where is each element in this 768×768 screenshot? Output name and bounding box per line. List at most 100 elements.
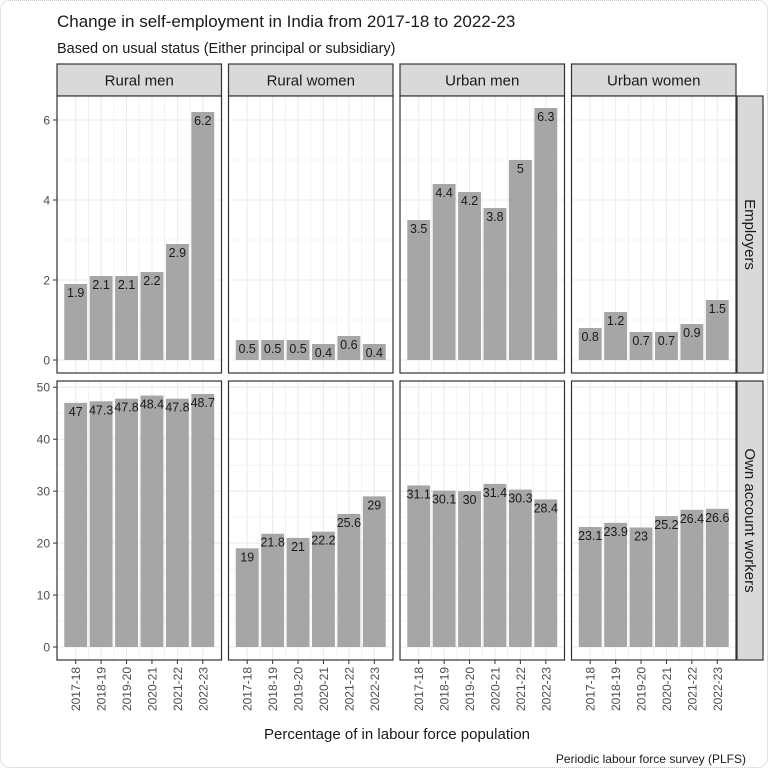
bar-value-label: 28.4 (534, 501, 558, 515)
x-tick-label: 2020-21 (317, 667, 331, 711)
chart-title: Change in self-employment in India from … (57, 12, 515, 31)
bar-value-label: 21.8 (260, 536, 284, 550)
bar (578, 526, 602, 647)
bar (261, 340, 285, 360)
bar (432, 490, 456, 647)
y-tick-label: 0 (43, 641, 50, 655)
x-tick-label: 2020-21 (488, 667, 502, 711)
x-tick-label: 2017-18 (584, 667, 598, 711)
bar (235, 340, 259, 360)
bar-value-label: 48.4 (140, 398, 164, 412)
bar-value-label: 0.9 (683, 326, 700, 340)
x-tick-label: 2018-19 (95, 667, 109, 711)
bar (407, 220, 431, 360)
bar (286, 340, 310, 360)
bar (362, 496, 386, 647)
bar-value-label: 0.4 (315, 346, 332, 360)
bar (140, 395, 164, 647)
bar (680, 324, 704, 360)
x-tick-label: 2020-21 (660, 667, 674, 711)
bar (64, 284, 88, 360)
x-tick-label: 2022-23 (539, 667, 553, 711)
x-tick-label: 2017-18 (412, 667, 426, 711)
chart-caption: Periodic labour force survey (PLFS) (556, 752, 746, 766)
bar (407, 485, 431, 647)
bar (165, 398, 189, 647)
panel-rural-men-employers: 1.9 2.1 2.1 2.2 2.9 6.2 (56, 95, 223, 374)
bar (286, 537, 310, 647)
facet-strip-label: Rural men (105, 73, 174, 90)
bar-value-label: 3.5 (410, 222, 427, 236)
chart-subtitle: Based on usual status (Either principal … (57, 41, 396, 57)
bar-value-label: 0.5 (264, 342, 281, 356)
facet-strip-row-label: Employers (741, 199, 758, 270)
bar (140, 272, 164, 360)
facet-strip-row-label: Own account workers (741, 448, 758, 592)
bar-value-label: 31.4 (483, 486, 507, 500)
facet-strip-rural-women (227, 63, 394, 97)
bar-value-label: 19 (240, 550, 254, 564)
bar (508, 489, 532, 647)
bar-value-label: 25.6 (337, 516, 361, 530)
x-tick-label: 2022-23 (196, 667, 210, 711)
bar-value-label: 4.4 (435, 186, 452, 200)
bar-value-label: 2.1 (92, 278, 109, 292)
bar-value-label: 1.5 (709, 302, 726, 316)
bar (604, 312, 628, 360)
panel-border (227, 95, 394, 374)
x-tick-label: 2021-22 (685, 667, 699, 711)
bar (629, 527, 653, 647)
panel-urban-men-own-account-workers: 31.1 30.1 30 31.4 30.328.4 (399, 380, 566, 661)
bar (458, 491, 481, 647)
panels: Rural men Rural women Urban men Urban women… (37, 63, 764, 711)
bar-value-label: 29 (367, 498, 381, 512)
x-tick-label: 2019-20 (463, 667, 477, 711)
y-tick-label: 2 (43, 274, 50, 288)
bar (458, 192, 481, 360)
x-tick-label: 2018-19 (609, 667, 623, 711)
bar-value-label: 25.2 (654, 518, 678, 532)
x-tick-label: 2021-22 (171, 667, 185, 711)
bar (483, 208, 507, 360)
bar-value-label: 30 (463, 493, 477, 507)
bar (705, 508, 729, 647)
x-tick-label: 2021-22 (342, 667, 356, 711)
facet-strip-label: Urban women (607, 73, 700, 90)
bar-value-label: 48.7 (191, 396, 215, 410)
y-tick-label: 0 (43, 354, 50, 368)
bar (312, 344, 335, 360)
bar-value-label: 0.8 (582, 330, 599, 344)
bar-value-label: 23.9 (603, 525, 627, 539)
bar (191, 112, 215, 360)
bar (115, 398, 138, 647)
bar-value-label: 22.2 (311, 534, 335, 548)
facet-strip-label: Rural women (267, 73, 355, 90)
bar-value-label: 26.6 (705, 511, 729, 525)
panel-urban-women-employers: 0.8 1.2 0.7 0.7 0.9 1.5 (570, 95, 737, 374)
x-tick-label: 2018-19 (266, 667, 280, 711)
x-tick-label: 2017-18 (69, 667, 83, 711)
y-tick-label: 30 (37, 485, 51, 499)
bar (89, 401, 113, 647)
bar (483, 483, 507, 647)
bar-value-label: 1.2 (607, 314, 624, 328)
bar-value-label: 3.8 (486, 210, 503, 224)
bar-value-label: 31.1 (407, 487, 431, 501)
bar-value-label: 0.5 (289, 342, 306, 356)
bar-value-label: 2.1 (118, 278, 135, 292)
bar-value-label: 6.2 (194, 114, 211, 128)
x-tick-label: 2021-22 (514, 667, 528, 711)
panel-border (399, 95, 566, 374)
y-tick-label: 4 (43, 194, 50, 208)
x-tick-label: 2018-19 (438, 667, 452, 711)
facet-strip-urban-men (399, 63, 566, 97)
bar-value-label: 0.7 (632, 334, 649, 348)
bar (337, 336, 361, 360)
panel-rural-women-employers: 0.5 0.5 0.5 0.4 0.6 0.4 (227, 95, 394, 374)
bar (165, 244, 189, 360)
bar (655, 516, 678, 647)
x-tick-label: 2019-20 (292, 667, 306, 711)
bar-value-label: 47.8 (165, 401, 189, 415)
panel-urban-men-employers: 3.5 4.4 4.2 3.8 5 6.3 (399, 95, 566, 374)
